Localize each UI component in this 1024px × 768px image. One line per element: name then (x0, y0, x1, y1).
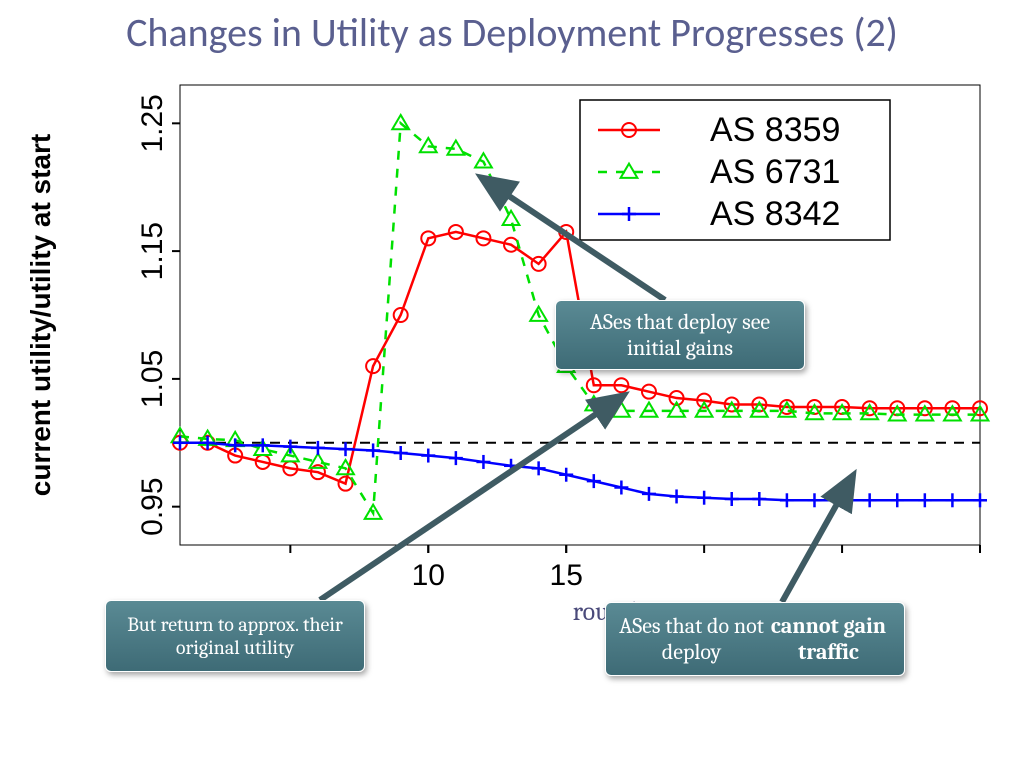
svg-text:0.95: 0.95 (136, 477, 169, 535)
svg-text:AS 8359: AS 8359 (710, 111, 840, 149)
svg-text:AS 6731: AS 6731 (710, 153, 840, 191)
callout-return-original: But return to approx. their original uti… (105, 600, 365, 672)
svg-text:AS 8342: AS 8342 (710, 195, 840, 233)
svg-text:1.15: 1.15 (136, 222, 169, 280)
svg-text:1.05: 1.05 (136, 350, 169, 408)
callout-cannot-gain: ASes that do not deploy cannot gain traf… (605, 602, 905, 676)
svg-text:current utility/utility at sta: current utility/utility at start (25, 134, 56, 497)
callout-initial-gains: ASes that deploy see initial gains (555, 300, 805, 370)
svg-text:15: 15 (550, 559, 583, 592)
svg-text:1.25: 1.25 (136, 94, 169, 152)
svg-text:10: 10 (412, 559, 445, 592)
